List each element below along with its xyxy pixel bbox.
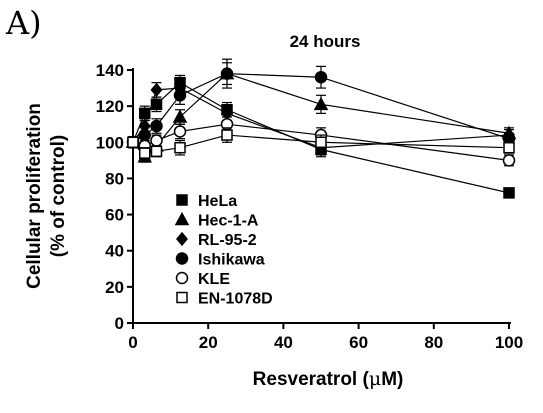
- x-tick-label: 40: [274, 333, 293, 352]
- series-layer: [125, 58, 517, 199]
- x-tick-label: 20: [199, 333, 218, 352]
- legend-item: EN-1078D: [176, 291, 273, 308]
- data-point: [172, 109, 188, 123]
- legend-label: HeLa: [198, 193, 237, 210]
- data-point: [174, 141, 186, 154]
- legend-marker: [176, 194, 188, 206]
- chart-title: 24 hours: [290, 32, 361, 51]
- data-point: [503, 141, 515, 154]
- data-point: [503, 187, 515, 199]
- y-tick-label: 60: [105, 206, 124, 225]
- y-tick-label: 0: [115, 314, 124, 333]
- legend: HeLa Hec-1-A RL-95-2 Ishikawa KLE EN-1078D: [174, 193, 273, 308]
- legend-label: Ishikawa: [198, 252, 265, 269]
- legend-item: RL-95-2: [176, 231, 257, 249]
- y-tick-label: 100: [96, 133, 124, 152]
- legend-marker: [175, 252, 189, 265]
- y-axis-label-line2: (% of control): [48, 135, 69, 257]
- data-point: [313, 96, 329, 111]
- legend-marker: [176, 291, 188, 304]
- x-axis-label: Resveratrol (μM): [253, 368, 404, 390]
- x-tick-label: 60: [349, 333, 368, 352]
- x-tick-label: 0: [128, 333, 137, 352]
- data-point: [315, 136, 327, 149]
- legend-label: RL-95-2: [198, 232, 257, 249]
- y-tick-label: 120: [96, 97, 124, 116]
- data-point: [221, 129, 233, 141]
- y-axis-label-group: Cellular proliferation (% of control): [24, 103, 69, 289]
- legend-marker: [176, 231, 188, 247]
- legend-item: HeLa: [176, 193, 237, 210]
- legend-label: EN-1078D: [198, 291, 273, 308]
- legend-marker: [175, 271, 189, 285]
- data-point: [150, 134, 163, 147]
- panel-label: A): [5, 4, 42, 42]
- data-point: [150, 145, 163, 158]
- data-point: [127, 136, 139, 149]
- x-tick-label: 80: [424, 333, 443, 352]
- legend-item: Hec-1-A: [174, 211, 259, 230]
- legend-marker: [174, 211, 190, 226]
- y-axis-label-line1: Cellular proliferation: [24, 103, 45, 289]
- axes: 0 20 40 60 80 100 120 140 0 20 40 60 80 100: [96, 61, 524, 352]
- x-tick-label: 100: [495, 333, 523, 352]
- y-tick-label: 140: [96, 61, 124, 80]
- data-point: [150, 119, 163, 133]
- data-point: [220, 67, 234, 80]
- data-point: [138, 128, 151, 142]
- data-point: [502, 154, 516, 167]
- legend-item: Ishikawa: [175, 252, 265, 269]
- data-point: [150, 82, 163, 98]
- legend-label: KLE: [198, 271, 230, 288]
- y-tick-label: 20: [105, 278, 124, 297]
- y-tick-label: 80: [105, 169, 124, 188]
- legend-label: Hec-1-A: [198, 213, 259, 230]
- x-axis-label-main: Resveratrol (: [253, 369, 370, 390]
- data-point: [314, 70, 328, 84]
- data-point: [173, 89, 187, 102]
- x-axis-label-unit: μ: [369, 368, 381, 390]
- data-point: [139, 147, 151, 159]
- legend-item: KLE: [175, 271, 230, 288]
- data-point: [173, 125, 187, 138]
- series-en-1078d: [127, 127, 515, 160]
- y-tick-label: 40: [105, 242, 124, 261]
- x-axis-label-end: M): [381, 369, 403, 390]
